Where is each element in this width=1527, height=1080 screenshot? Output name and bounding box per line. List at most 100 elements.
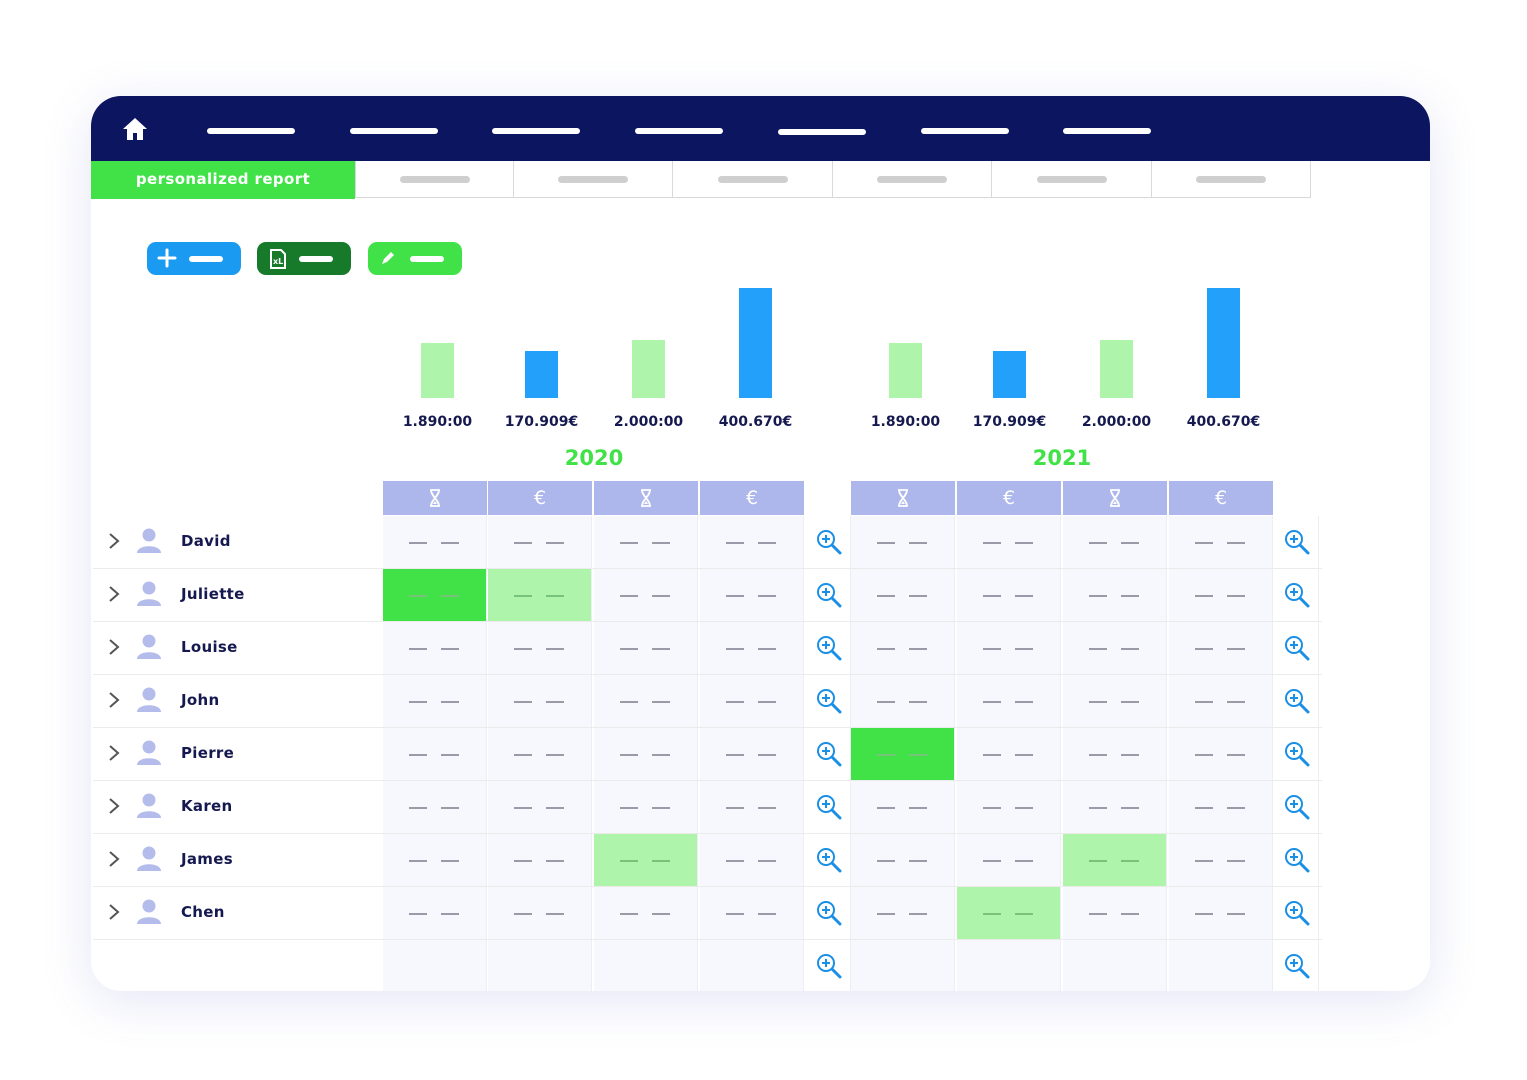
chevron-right-icon[interactable] [107, 532, 121, 550]
table-cell[interactable] [957, 940, 1061, 991]
column-header-amount[interactable]: € [488, 481, 592, 515]
row-detail-button[interactable] [805, 834, 851, 886]
chevron-right-icon[interactable] [107, 585, 121, 603]
table-cell[interactable] [851, 940, 955, 991]
table-cell[interactable] [488, 569, 592, 621]
row-detail-button[interactable] [1273, 728, 1319, 780]
column-header-time[interactable] [851, 481, 955, 515]
row-detail-button[interactable] [1273, 622, 1319, 674]
tab-4[interactable] [672, 161, 833, 198]
tab-7[interactable] [1151, 161, 1311, 198]
row-detail-button[interactable] [805, 622, 851, 674]
chevron-right-icon[interactable] [107, 638, 121, 656]
table-cell[interactable] [594, 569, 698, 621]
tab-3[interactable] [513, 161, 673, 198]
chevron-right-icon[interactable] [107, 797, 121, 815]
table-cell[interactable] [383, 675, 487, 727]
chevron-right-icon[interactable] [107, 903, 121, 921]
table-cell[interactable] [1169, 675, 1273, 727]
table-cell[interactable] [1063, 781, 1167, 833]
table-cell[interactable] [383, 569, 487, 621]
table-cell[interactable] [488, 781, 592, 833]
table-cell[interactable] [700, 940, 804, 991]
table-cell[interactable] [700, 887, 804, 939]
table-cell[interactable] [1063, 516, 1167, 568]
row-detail-button[interactable] [805, 516, 851, 568]
table-cell[interactable] [851, 834, 955, 886]
table-cell[interactable] [1169, 834, 1273, 886]
tab-2[interactable] [355, 161, 514, 198]
column-header-amount[interactable]: € [1169, 481, 1273, 515]
table-cell[interactable] [488, 728, 592, 780]
tab-personalized-report[interactable]: personalized report [91, 161, 355, 199]
chevron-right-icon[interactable] [107, 744, 121, 762]
table-cell[interactable] [488, 675, 592, 727]
table-cell[interactable] [594, 781, 698, 833]
nav-item-2[interactable] [350, 128, 438, 134]
table-cell[interactable] [957, 834, 1061, 886]
table-cell[interactable] [1063, 675, 1167, 727]
table-cell[interactable] [383, 622, 487, 674]
table-cell[interactable] [851, 781, 955, 833]
edit-button[interactable] [368, 242, 462, 275]
table-cell[interactable] [1169, 940, 1273, 991]
row-detail-button[interactable] [1273, 516, 1319, 568]
chevron-right-icon[interactable] [107, 691, 121, 709]
table-cell[interactable] [383, 781, 487, 833]
table-cell[interactable] [488, 834, 592, 886]
table-cell[interactable] [957, 516, 1061, 568]
row-detail-button[interactable] [1273, 834, 1319, 886]
column-header-amount[interactable]: € [957, 481, 1061, 515]
table-cell[interactable] [594, 675, 698, 727]
row-detail-button[interactable] [805, 675, 851, 727]
table-cell[interactable] [383, 834, 487, 886]
table-cell[interactable] [1169, 781, 1273, 833]
table-cell[interactable] [700, 834, 804, 886]
table-cell[interactable] [383, 728, 487, 780]
table-cell[interactable] [1063, 940, 1167, 991]
column-header-time[interactable] [383, 481, 487, 515]
table-cell[interactable] [851, 675, 955, 727]
column-header-time[interactable] [1063, 481, 1167, 515]
column-header-amount[interactable]: € [700, 481, 804, 515]
table-cell[interactable] [700, 516, 804, 568]
table-cell[interactable] [1169, 516, 1273, 568]
add-button[interactable] [147, 242, 241, 275]
row-detail-button[interactable] [805, 728, 851, 780]
column-header-time[interactable] [594, 481, 698, 515]
table-cell[interactable] [1169, 569, 1273, 621]
chevron-right-icon[interactable] [107, 850, 121, 868]
table-cell[interactable] [383, 516, 487, 568]
table-cell[interactable] [851, 516, 955, 568]
table-cell[interactable] [957, 569, 1061, 621]
table-cell[interactable] [383, 887, 487, 939]
table-cell[interactable] [1063, 834, 1167, 886]
table-cell[interactable] [594, 622, 698, 674]
row-detail-button[interactable] [805, 940, 851, 991]
nav-item-6[interactable] [921, 128, 1009, 134]
nav-item-1[interactable] [207, 128, 295, 134]
row-detail-button[interactable] [1273, 887, 1319, 939]
table-cell[interactable] [594, 728, 698, 780]
table-cell[interactable] [1063, 622, 1167, 674]
table-cell[interactable] [488, 622, 592, 674]
home-icon[interactable] [122, 116, 148, 142]
table-cell[interactable] [957, 622, 1061, 674]
table-cell[interactable] [700, 569, 804, 621]
row-detail-button[interactable] [1273, 781, 1319, 833]
table-cell[interactable] [1063, 569, 1167, 621]
table-cell[interactable] [851, 569, 955, 621]
tab-5[interactable] [832, 161, 992, 198]
row-detail-button[interactable] [1273, 940, 1319, 991]
table-cell[interactable] [957, 728, 1061, 780]
tab-6[interactable] [991, 161, 1152, 198]
table-cell[interactable] [594, 516, 698, 568]
row-detail-button[interactable] [1273, 569, 1319, 621]
nav-item-4[interactable] [635, 128, 723, 134]
table-cell[interactable] [1063, 887, 1167, 939]
table-cell[interactable] [1063, 728, 1167, 780]
table-cell[interactable] [851, 728, 955, 780]
nav-item-3[interactable] [492, 128, 580, 134]
table-cell[interactable] [383, 940, 487, 991]
table-cell[interactable] [851, 887, 955, 939]
